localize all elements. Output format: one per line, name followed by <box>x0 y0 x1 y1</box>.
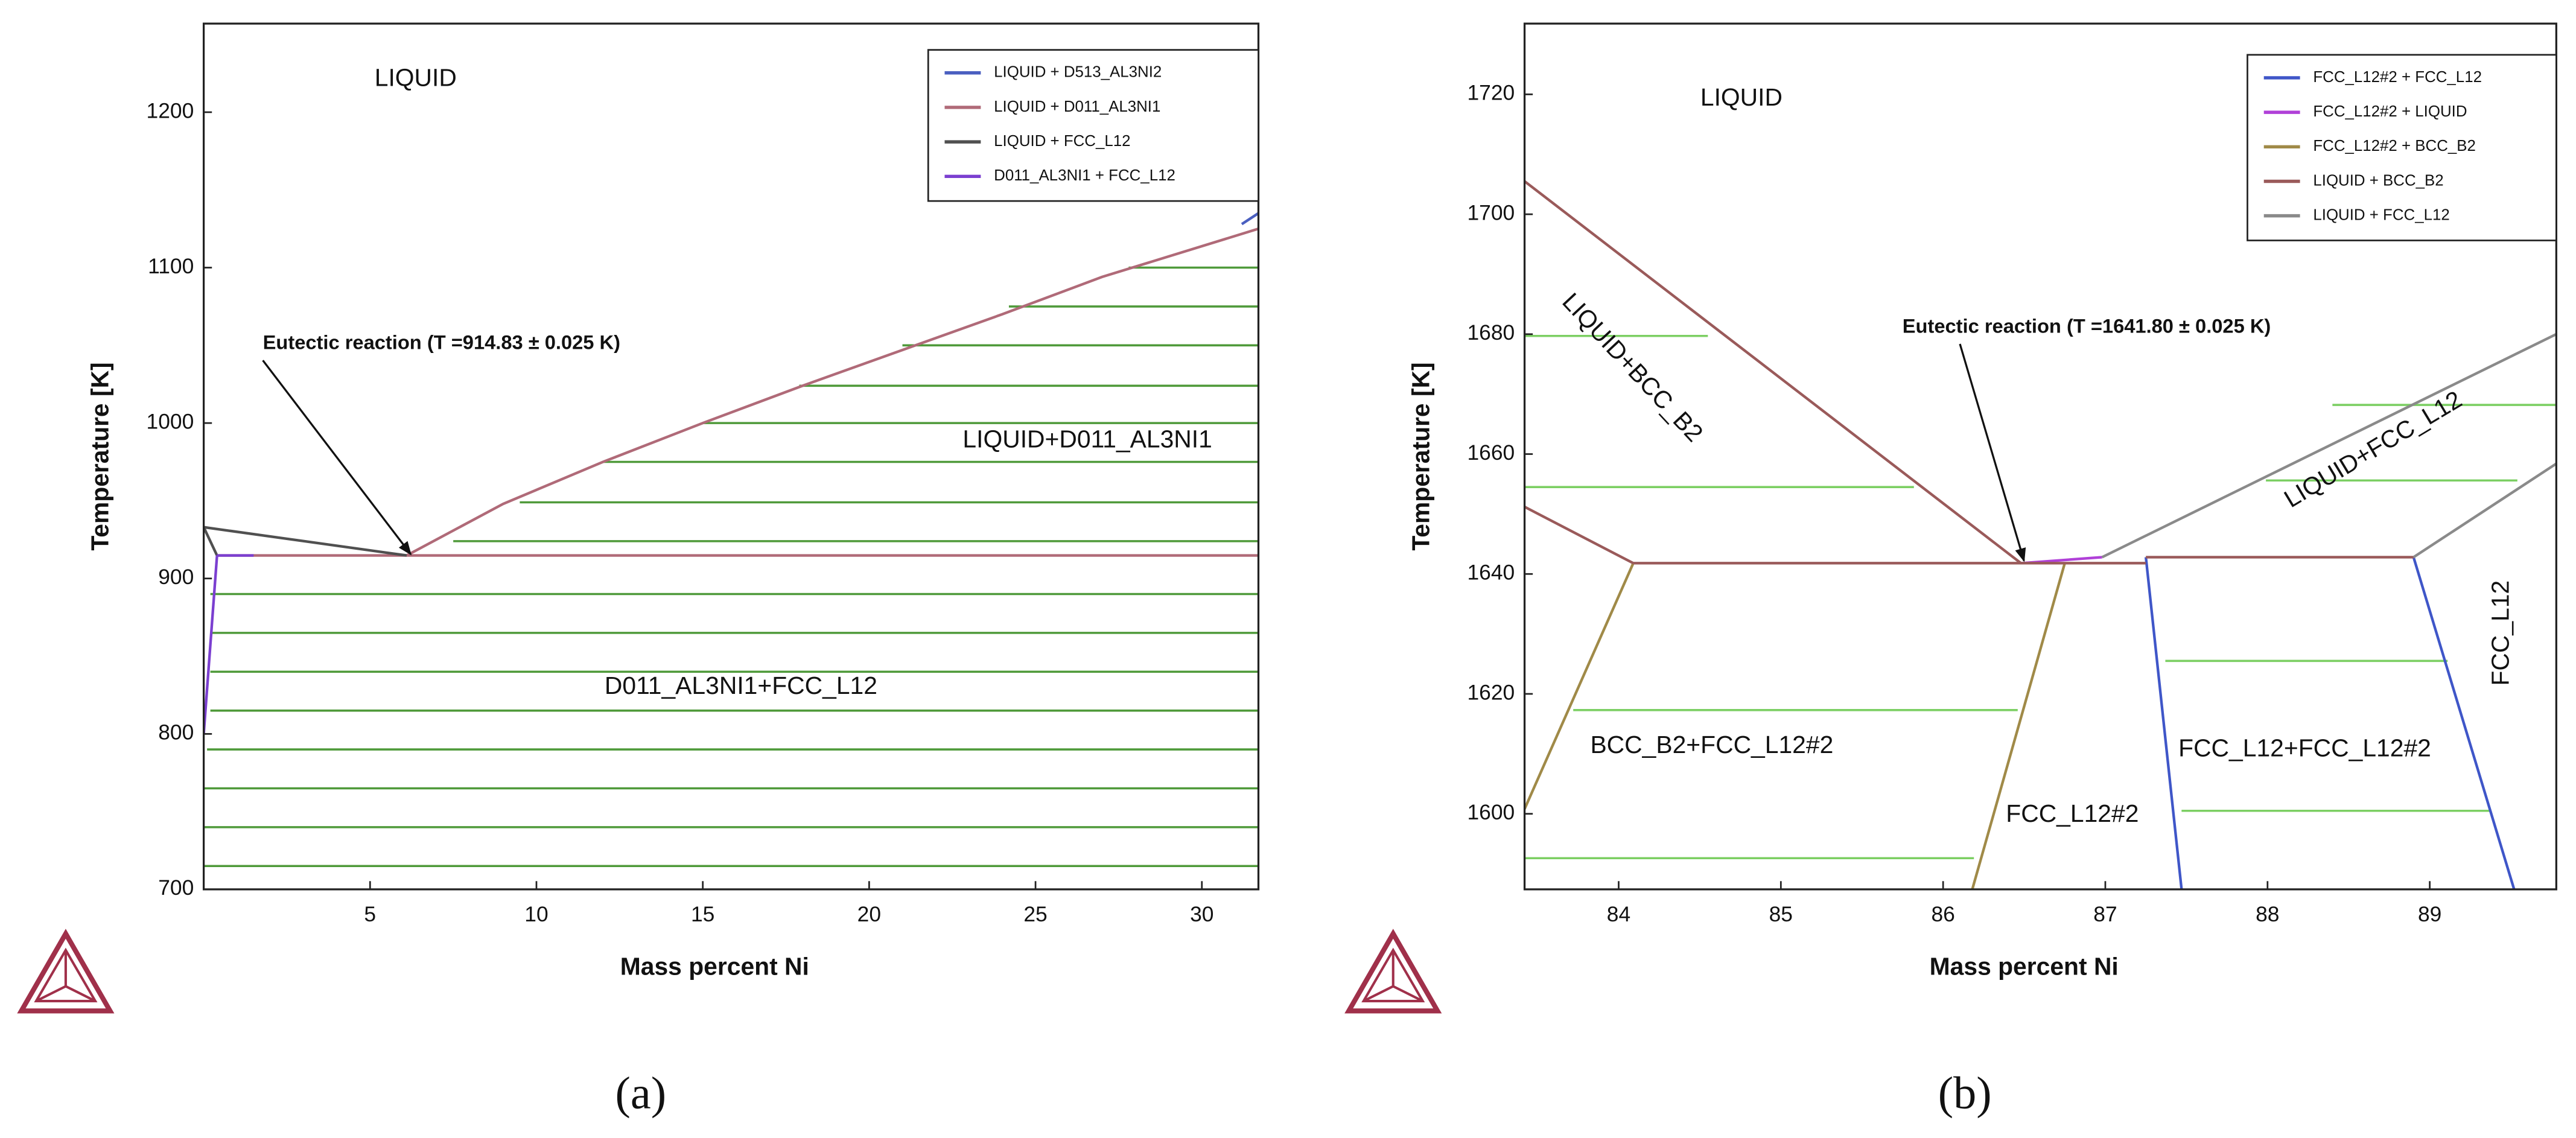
y-tick-label: 1700 <box>1468 201 1515 224</box>
plot-area <box>203 212 1259 868</box>
plot-frame <box>1523 22 2557 891</box>
x-tick-label: 5 <box>364 903 376 926</box>
x-tick-label: 86 <box>1931 903 1954 926</box>
phase-boundary <box>1524 562 2066 889</box>
y-tick-label: 1620 <box>1468 681 1515 704</box>
plot-area <box>1524 180 2557 889</box>
x-tick-label: 87 <box>2093 903 2117 926</box>
region-label: LIQUID+BCC_B2 <box>1557 287 1708 447</box>
eutectic-arrow <box>262 360 412 556</box>
logo <box>1349 933 1437 1011</box>
legend-label: D011_AL3NI1 + FCC_L12 <box>994 167 1175 184</box>
region-label: FCC_L12+FCC_L12#2 <box>2178 734 2431 761</box>
phase-boundary <box>203 526 407 557</box>
region-label: FCC_L12 <box>2486 580 2514 686</box>
eutectic-note: Eutectic reaction (T =1641.80 ± 0.025 K) <box>1903 314 2271 337</box>
y-tick-label: 1100 <box>148 255 194 278</box>
region-label: LIQUID <box>1700 83 1783 111</box>
region-label: LIQUID+D011_AL3NI1 <box>962 425 1212 453</box>
eutectic-arrow <box>1959 343 2026 562</box>
legend-label: LIQUID + FCC_L12 <box>994 133 1130 150</box>
y-axis-title: Temperature [K] <box>1407 362 1435 550</box>
chart: 5 10 15 20 25 30 700 800 900 1000 1100 1200 Mass per… <box>86 22 1260 1119</box>
legend-label: LIQUID + D011_AL3NI1 <box>994 98 1160 115</box>
x-tick-label: 15 <box>691 903 714 926</box>
y-tick-label: 900 <box>158 565 194 589</box>
y-tick-label: 1660 <box>1468 441 1515 465</box>
phase-boundary <box>1524 180 2414 565</box>
y-axis-title: Temperature [K] <box>86 362 114 550</box>
y-tick-label: 1680 <box>1468 321 1515 345</box>
plot-frame <box>202 22 1260 891</box>
legend-label: FCC_L12#2 + FCC_L12 <box>2313 69 2482 86</box>
legend-label: LIQUID + BCC_B2 <box>2313 172 2443 189</box>
x-tick-label: 10 <box>524 903 548 926</box>
phase-boundary <box>1241 212 1259 226</box>
y-tick-label: 1200 <box>147 99 194 122</box>
x-tick-label: 88 <box>2256 903 2279 926</box>
phase-boundary <box>203 554 254 734</box>
legend-label: FCC_L12#2 + LIQUID <box>2313 103 2467 120</box>
x-axis-title: Mass percent Ni <box>620 952 809 980</box>
eutectic-note: Eutectic reaction (T =914.83 ± 0.025 K) <box>263 331 620 354</box>
region-label: BCC_B2+FCC_L12#2 <box>1590 731 1833 758</box>
phase-boundary <box>2101 332 2557 559</box>
x-tick-label: 30 <box>1190 903 1213 926</box>
y-tick-label: 800 <box>158 721 194 745</box>
y-tick-label: 1600 <box>1468 801 1515 824</box>
region-label: FCC_L12#2 <box>2006 799 2139 827</box>
x-tick-label: 84 <box>1607 903 1630 926</box>
legend-label: FCC_L12#2 + BCC_B2 <box>2313 138 2476 154</box>
legend-label: LIQUID + FCC_L12 <box>2313 206 2449 223</box>
x-axis-title: Mass percent Ni <box>1930 952 2119 980</box>
y-tick-label: 700 <box>158 876 194 900</box>
caption: (a) <box>615 1068 667 1119</box>
x-tick-label: 20 <box>857 903 881 926</box>
legend-box <box>927 49 1259 202</box>
y-tick-label: 1720 <box>1468 81 1515 105</box>
caption: (b) <box>1938 1068 1992 1119</box>
x-tick-label: 85 <box>1769 903 1793 926</box>
x-tick-label: 89 <box>2418 903 2441 926</box>
logo <box>21 933 110 1011</box>
y-tick-label: 1000 <box>147 410 194 433</box>
phase-boundary <box>2145 556 2516 889</box>
legend-label: LIQUID + D513_AL3NI2 <box>994 64 1162 81</box>
x-tick-label: 25 <box>1023 903 1047 926</box>
y-tick-label: 1640 <box>1468 561 1515 585</box>
region-label: LIQUID <box>375 63 457 91</box>
phase-boundary <box>217 227 1259 557</box>
chart: 84 85 86 87 88 89 1600 1620 1640 1660 1680 1700 1720… <box>1407 22 2557 1119</box>
region-label: D011_AL3NI1+FCC_L12 <box>605 672 877 699</box>
